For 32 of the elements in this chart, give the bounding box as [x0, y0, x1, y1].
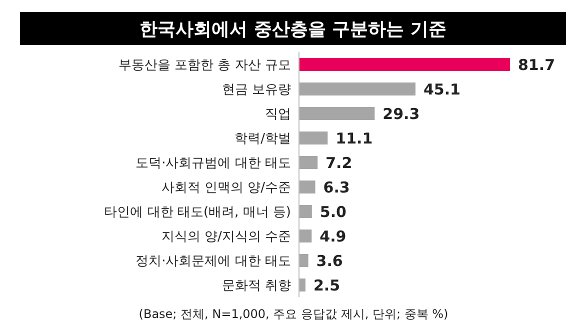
data-label: 5.0 — [320, 202, 346, 221]
bar — [299, 205, 312, 218]
bar — [299, 278, 306, 292]
data-label: 45.1 — [423, 80, 460, 98]
y-tick-label: 사회적 인맥의 양/수준 — [161, 180, 291, 196]
bar — [299, 82, 416, 96]
data-label: 4.9 — [320, 227, 346, 246]
chart-title: 한국사회에서 중산층을 구분하는 기준 — [20, 12, 566, 45]
text: (Base; 전체, N=1,000, 주요 응답값 제시, 단위; 중복 %) — [138, 306, 450, 323]
data-label: 7.2 — [326, 154, 352, 172]
y-tick-label: 도덕·사회규범에 대한 태도 — [136, 156, 291, 171]
y-tick-label: 정치·사회문제에 대한 태도 — [136, 254, 291, 269]
y-tick-label: 지식의 양/지식의 수준 — [161, 229, 291, 244]
y-tick-label: 타인에 대한 태도(배려, 매너 등) — [104, 204, 291, 220]
bar — [299, 132, 328, 144]
bar — [299, 180, 316, 194]
y-tick-label: 학력/학벌 — [234, 131, 291, 146]
bar — [299, 230, 312, 242]
data-label: 11.1 — [336, 129, 373, 148]
bar — [299, 156, 318, 169]
data-label: 2.5 — [313, 276, 340, 294]
bar — [299, 107, 375, 120]
bar — [299, 58, 510, 71]
y-tick-label: 직업 — [265, 106, 291, 122]
data-label: 3.6 — [316, 252, 343, 270]
y-tick-label: 현금 보유량 — [222, 82, 291, 98]
bar — [299, 254, 308, 267]
y-tick-label: 문화적 취향 — [222, 278, 291, 294]
data-label: 6.3 — [323, 178, 350, 196]
y-tick-label: 부동산을 포함한 총 자산 규모 — [118, 58, 291, 73]
data-label: 29.3 — [382, 104, 420, 123]
data-label: 81.7 — [518, 56, 556, 74]
